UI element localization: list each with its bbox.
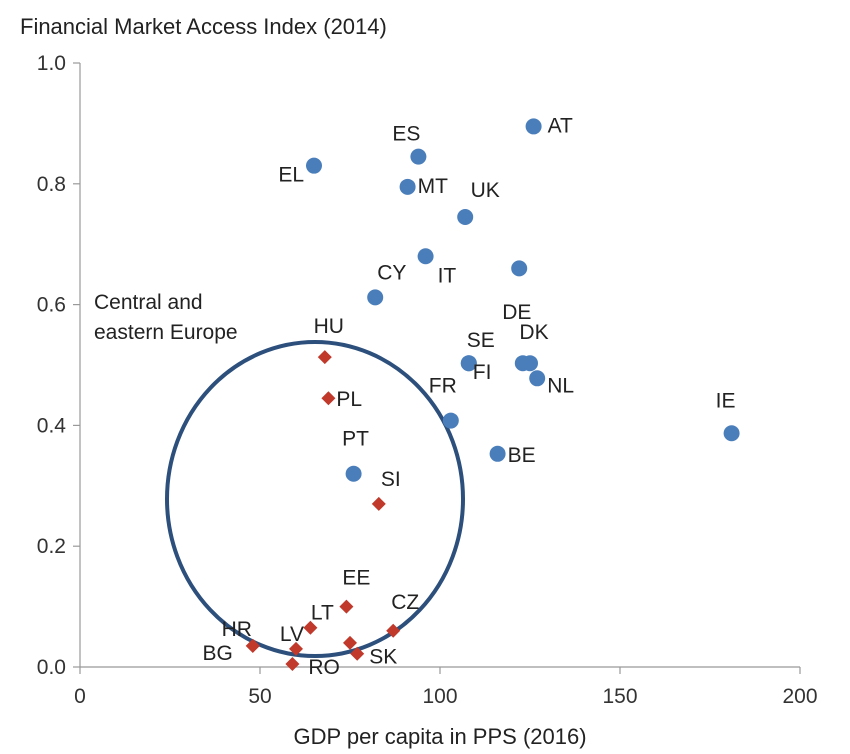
point-marker-cy — [367, 289, 384, 306]
cee-group-ellipse — [165, 340, 465, 658]
point-label-hu: HU — [314, 315, 344, 338]
x-tick-label: 150 — [602, 685, 637, 708]
x-axis-label: GDP per capita in PPS (2016) — [293, 724, 586, 749]
point-label-hr: HR — [222, 618, 252, 641]
y-tick-label: 0.4 — [37, 414, 67, 437]
point-marker-mt — [399, 178, 416, 195]
x-tick-label: 0 — [74, 685, 86, 708]
point-label-el: EL — [278, 164, 304, 187]
x-axis-ticks: 0 50 100 150 200 — [74, 667, 818, 708]
point-marker-ie — [723, 425, 740, 442]
point-marker-si — [371, 496, 386, 511]
point-marker-es — [410, 148, 427, 165]
point-label-pt: PT — [342, 428, 369, 451]
point-marker-pt — [345, 465, 362, 482]
point-label-uk: UK — [471, 179, 500, 202]
point-marker-uk — [457, 209, 474, 226]
point-label-fr: FR — [429, 375, 457, 398]
y-tick-label: 0.8 — [37, 173, 66, 196]
point-marker-ee — [339, 599, 354, 614]
chart-title: Financial Market Access Index (2014) — [20, 14, 387, 39]
point-marker-unlabeled — [511, 260, 528, 277]
x-tick-label: 200 — [782, 685, 817, 708]
point-label-bg: BG — [202, 642, 232, 665]
point-label-se: SE — [467, 329, 495, 352]
x-tick-label: 100 — [422, 685, 457, 708]
cee-annotation-line-1: Central and — [94, 291, 203, 314]
point-label-cy: CY — [377, 261, 406, 284]
point-marker-be — [489, 445, 506, 462]
point-marker-it — [417, 248, 434, 265]
y-tick-label: 0.6 — [37, 294, 66, 317]
point-label-ie: IE — [716, 389, 736, 412]
cee-annotation-line-2: eastern Europe — [94, 321, 238, 344]
data-points — [245, 118, 740, 671]
y-tick-label: 0.0 — [37, 656, 66, 679]
y-tick-label: 1.0 — [37, 52, 66, 75]
point-marker-nl — [529, 370, 546, 387]
point-marker-unlabeled — [343, 635, 357, 650]
point-label-ro: RO — [308, 656, 340, 679]
point-label-nl: NL — [547, 374, 574, 397]
point-label-sk: SK — [369, 646, 397, 669]
point-label-ee: EE — [342, 567, 370, 590]
point-marker-el — [306, 157, 322, 174]
point-label-de: DE — [502, 301, 531, 324]
point-label-dk: DK — [519, 321, 548, 344]
point-label-it: IT — [438, 264, 457, 287]
point-marker-hu — [317, 350, 332, 365]
y-tick-label: 0.2 — [37, 535, 66, 558]
point-label-fi: FI — [473, 361, 492, 384]
point-marker-dk — [522, 355, 538, 372]
point-marker-fi — [460, 355, 477, 372]
point-marker-sk — [350, 646, 365, 661]
point-label-at: AT — [548, 114, 573, 137]
point-label-mt: MT — [418, 175, 448, 198]
point-marker-lt — [303, 620, 318, 635]
point-marker-cz — [386, 623, 401, 638]
point-marker-ro — [285, 656, 300, 671]
x-tick-label: 50 — [248, 685, 271, 708]
point-label-lt: LT — [311, 602, 334, 625]
y-axis-ticks: 0.0 0.2 0.4 0.6 0.8 1.0 — [37, 52, 80, 679]
point-label-lv: LV — [280, 623, 304, 646]
point-label-be: BE — [508, 444, 536, 467]
point-label-si: SI — [381, 468, 401, 491]
point-marker-fr — [442, 412, 459, 429]
point-label-cz: CZ — [391, 591, 419, 614]
point-label-pl: PL — [336, 388, 362, 411]
point-marker-lv — [289, 641, 303, 656]
point-marker-at — [525, 118, 542, 135]
point-marker-pl — [321, 391, 336, 406]
point-marker-bg — [245, 638, 260, 653]
point-label-es: ES — [392, 123, 420, 146]
